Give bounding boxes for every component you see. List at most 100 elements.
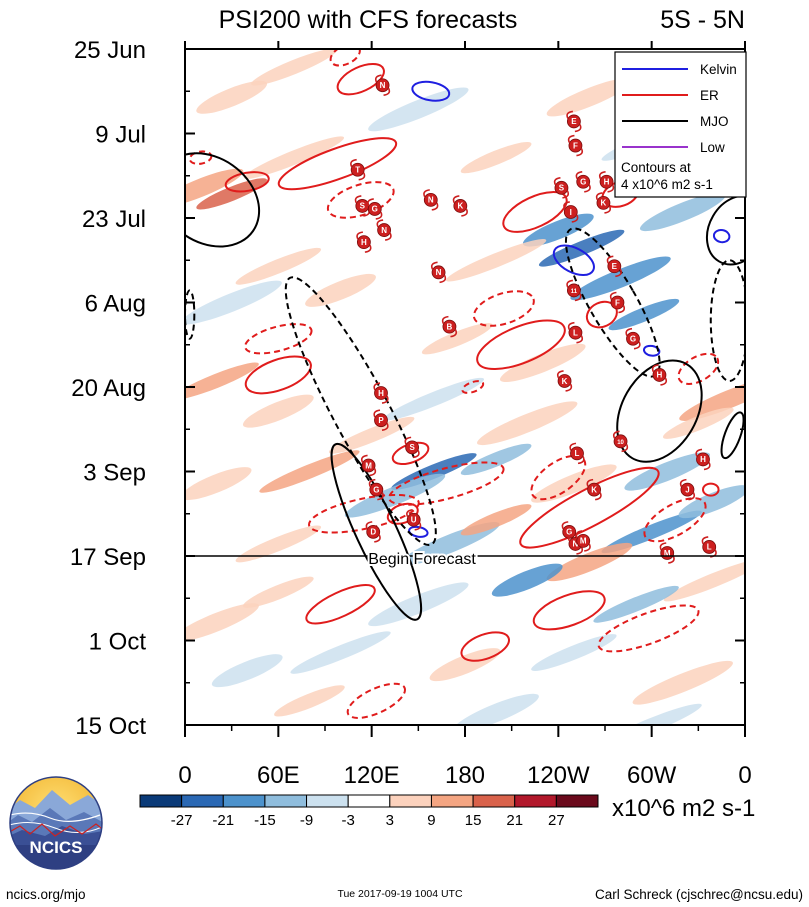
- er-contour: [460, 631, 510, 662]
- y-tick-label: 15 Oct: [75, 713, 146, 740]
- storm-marker: J: [679, 478, 696, 501]
- storm-icon: [453, 199, 468, 213]
- storm-swirl: [556, 370, 573, 392]
- y-tick-label: 6 Aug: [85, 291, 146, 318]
- anomaly-blob: [632, 660, 733, 705]
- mjo-contour: [185, 289, 196, 340]
- storm-marker: F: [609, 291, 626, 314]
- anomaly-blob: [491, 563, 563, 597]
- storm-label: N: [573, 540, 579, 549]
- anomaly-blob: [499, 343, 586, 383]
- anomaly-blob: [601, 510, 702, 554]
- mjo-contour: [720, 411, 745, 460]
- storm-icon: [554, 180, 569, 195]
- storm-marker: G: [575, 170, 591, 193]
- colorbar-swatch: [139, 794, 183, 808]
- storm-label: L: [575, 449, 580, 458]
- storm-label: G: [630, 335, 636, 344]
- storm-label: G: [372, 205, 378, 214]
- storm-label: L: [707, 543, 712, 552]
- storm-icon: [626, 331, 640, 346]
- y-tick-label: 17 Sep: [70, 544, 146, 571]
- er-contour: [388, 461, 505, 506]
- storm-swirl: [367, 198, 383, 220]
- footer-author: Carl Schreck (cjschrec@ncsu.edu): [595, 887, 803, 902]
- x-tick-label: 60E: [257, 762, 300, 789]
- er-contour: [461, 380, 485, 394]
- storm-swirl: [373, 382, 389, 404]
- er-contour: [346, 682, 406, 719]
- y-tick-label: 3 Sep: [83, 460, 146, 487]
- mjo-contour: [330, 442, 423, 621]
- storm-marker: S: [404, 436, 420, 459]
- storm-marker: I: [563, 201, 579, 223]
- anomaly-blob: [368, 87, 469, 132]
- storm-label: P: [378, 416, 384, 425]
- colorbar-units: x10^6 m2 s-1: [612, 795, 755, 822]
- legend: Kelvin ER MJO Low Contours at 4 x10^6 m2 s-…: [614, 51, 747, 198]
- forecast-label: Begin Forecast: [368, 551, 476, 568]
- storm-label: S: [559, 184, 565, 193]
- storm-label: K: [457, 202, 463, 211]
- y-tick-label: 9 Jul: [95, 122, 146, 149]
- storm-marker: H: [651, 364, 668, 386]
- er-contour: [386, 502, 419, 525]
- storm-swirl: [374, 74, 391, 97]
- storm-swirl: [567, 134, 584, 157]
- storm-icon: [568, 138, 583, 153]
- storm-icon: [568, 325, 583, 340]
- er-contour: [476, 319, 566, 370]
- storm-icon: [377, 223, 392, 237]
- storm-marker: M: [575, 530, 591, 552]
- anomaly-blob: [429, 648, 501, 682]
- legend-label: MJO: [700, 114, 729, 129]
- x-tick-label: 120E: [344, 762, 400, 789]
- storm-marker: K: [586, 478, 602, 501]
- storm-label: N: [380, 81, 386, 90]
- y-tick-label: 23 Jul: [82, 206, 146, 233]
- anomaly-blob: [663, 558, 745, 602]
- anomaly-blob: [259, 450, 360, 493]
- storm-marker: N: [423, 189, 439, 211]
- mjo-contour: [185, 152, 261, 248]
- storm-marker: K: [556, 370, 573, 392]
- colorbar: -27 -21 -15 -9 -3 3 9 15 21 27: [139, 794, 599, 829]
- er-contour: [326, 181, 395, 219]
- colorbar-swatch: [514, 794, 557, 808]
- storm-swirl: [679, 478, 696, 501]
- storm-marker: N: [374, 74, 391, 97]
- anomaly-blob: [624, 452, 711, 491]
- storm-label: M: [580, 537, 587, 546]
- storm-swirl: [659, 542, 675, 564]
- anomaly-blob: [477, 401, 578, 446]
- storm-swirl: [373, 409, 389, 431]
- colorbar-swatch: [347, 794, 391, 808]
- storm-icon: [557, 374, 572, 388]
- storm-swirl: [612, 430, 629, 453]
- storm-label: H: [604, 178, 610, 187]
- storm-swirl: [423, 189, 439, 211]
- storm-swirl: [360, 454, 377, 477]
- storm-icon: [366, 524, 381, 539]
- colorbar-label: -9: [300, 812, 313, 829]
- anomaly-blob: [211, 654, 283, 688]
- x-tick-label: 60W: [627, 762, 677, 789]
- storm-swirl: [586, 478, 602, 501]
- anomaly-blob: [242, 394, 314, 428]
- storm-label: H: [378, 389, 384, 398]
- anomaly-blob: [593, 585, 679, 623]
- storm-label: S: [409, 443, 415, 452]
- storm-marker: T: [350, 158, 366, 181]
- storm-marker: B: [441, 315, 458, 338]
- er-contour: [277, 137, 398, 191]
- logo-text: NCICS: [30, 838, 83, 857]
- er-contour: [702, 482, 720, 497]
- storm-marker: P: [373, 409, 389, 431]
- anomaly-blob: [185, 467, 252, 501]
- anomaly-blob: [601, 703, 702, 725]
- colorbar-swatch: [222, 794, 266, 808]
- storm-swirl: [575, 530, 591, 552]
- storm-label: B: [447, 322, 453, 331]
- anomaly-blob: [531, 464, 617, 503]
